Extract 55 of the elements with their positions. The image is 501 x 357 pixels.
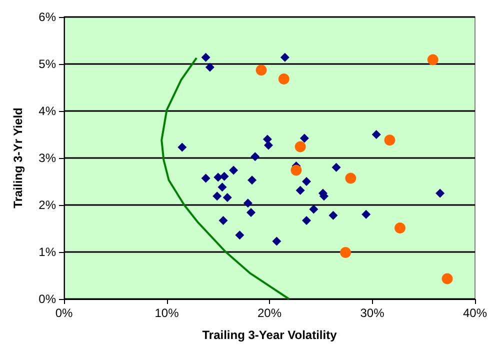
point xyxy=(442,273,453,284)
point xyxy=(362,210,371,219)
point xyxy=(222,192,232,202)
x-tick-label: 30% xyxy=(360,306,385,320)
y-tick-label: 4% xyxy=(38,104,56,118)
point xyxy=(205,62,214,72)
point xyxy=(302,216,311,226)
x-axis-title: Trailing 3-Year Volatility xyxy=(202,328,338,342)
point xyxy=(264,140,273,150)
point xyxy=(272,236,282,246)
point xyxy=(201,52,210,62)
x-tick-label: 10% xyxy=(154,306,180,320)
point xyxy=(296,186,305,195)
point xyxy=(427,54,438,66)
y-axis-title: Trailing 3-Yr Yield xyxy=(11,108,25,208)
point xyxy=(436,188,445,198)
point xyxy=(328,210,338,220)
point xyxy=(235,230,244,240)
point xyxy=(218,216,228,226)
y-tick-label: 1% xyxy=(38,245,56,259)
point xyxy=(212,192,222,201)
line-series xyxy=(160,56,290,300)
point xyxy=(294,141,306,152)
point xyxy=(246,208,256,218)
point xyxy=(262,134,272,144)
point xyxy=(243,198,252,208)
point xyxy=(300,134,309,143)
y-tick-label: 6% xyxy=(38,10,56,24)
point xyxy=(302,177,311,186)
point xyxy=(394,222,406,234)
point xyxy=(372,130,381,139)
point xyxy=(256,64,267,76)
y-tick-label: 5% xyxy=(38,57,56,71)
point xyxy=(229,166,238,175)
point xyxy=(278,74,290,85)
x-tick-label: 0% xyxy=(55,306,73,320)
point xyxy=(340,246,352,258)
x-tick-label: 20% xyxy=(257,306,282,320)
point xyxy=(218,182,227,192)
point xyxy=(332,162,341,172)
x-tick-label: 40% xyxy=(462,306,488,320)
y-tick-label: 2% xyxy=(38,198,56,212)
point xyxy=(248,176,257,185)
point xyxy=(280,52,290,62)
point xyxy=(309,204,318,214)
point xyxy=(214,172,223,182)
point xyxy=(345,172,356,184)
point xyxy=(250,152,260,162)
point xyxy=(290,164,302,176)
y-tick-label: 0% xyxy=(38,292,56,306)
point xyxy=(178,142,187,152)
point xyxy=(220,172,229,181)
point xyxy=(384,134,396,146)
y-tick-label: 3% xyxy=(38,151,56,165)
point xyxy=(201,174,210,183)
